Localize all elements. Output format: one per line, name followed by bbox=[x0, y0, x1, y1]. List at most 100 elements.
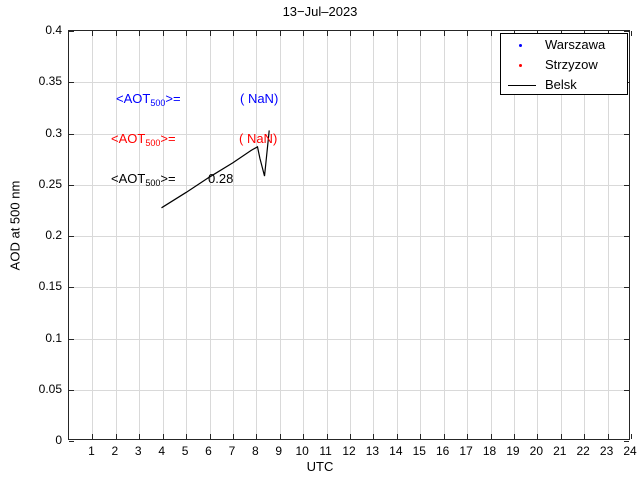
x-tick-mark bbox=[631, 434, 632, 439]
x-tick-mark bbox=[350, 434, 351, 439]
gridline-vertical bbox=[210, 31, 211, 439]
legend-item-strzyzow[interactable]: Strzyzow bbox=[501, 56, 627, 76]
y-tick-mark bbox=[624, 236, 629, 237]
annotation-suffix: >= bbox=[165, 91, 181, 106]
x-tick-mark bbox=[280, 434, 281, 439]
x-tick-mark bbox=[420, 31, 421, 36]
x-tick-mark bbox=[139, 434, 140, 439]
y-tick-mark bbox=[69, 134, 74, 135]
x-tick-mark bbox=[139, 31, 140, 36]
y-tick-label: 0.35 bbox=[38, 74, 62, 89]
gridline-horizontal bbox=[69, 287, 629, 288]
gridline-vertical bbox=[116, 31, 117, 439]
x-tick-label: 6 bbox=[205, 444, 212, 458]
gridline-vertical bbox=[514, 31, 515, 439]
x-tick-mark bbox=[186, 434, 187, 439]
x-tick-mark bbox=[373, 434, 374, 439]
gridline-vertical bbox=[467, 31, 468, 439]
x-tick-label: 1 bbox=[88, 444, 95, 458]
y-tick-mark bbox=[624, 339, 629, 340]
annotation-prefix: <AOT bbox=[111, 171, 146, 186]
x-tick-mark bbox=[233, 434, 234, 439]
annotation-strzyzow-value: ( NaN) bbox=[239, 131, 278, 146]
gridline-horizontal bbox=[69, 236, 629, 237]
x-tick-label: 18 bbox=[482, 444, 497, 458]
y-tick-mark bbox=[69, 185, 74, 186]
annotation-prefix: <AOT bbox=[111, 131, 146, 146]
gridline-horizontal bbox=[69, 134, 629, 135]
y-tick-label: 0.15 bbox=[38, 279, 62, 294]
x-tick-label: 22 bbox=[576, 444, 590, 458]
x-tick-label: 23 bbox=[599, 444, 614, 458]
annotation-subscript: 500 bbox=[145, 138, 161, 148]
gridline-vertical bbox=[186, 31, 187, 439]
x-tick-mark bbox=[608, 434, 609, 439]
legend-label: Strzyzow bbox=[545, 57, 598, 72]
y-tick-mark bbox=[69, 287, 74, 288]
annotation-suffix: >= bbox=[160, 171, 176, 186]
legend-dot-icon bbox=[519, 64, 522, 67]
gridline-vertical bbox=[233, 31, 234, 439]
legend-item-warszawa[interactable]: Warszawa bbox=[501, 36, 627, 56]
x-tick-mark bbox=[233, 31, 234, 36]
x-tick-mark bbox=[350, 31, 351, 36]
gridline-vertical bbox=[280, 31, 281, 439]
gridline-vertical bbox=[537, 31, 538, 439]
x-tick-mark bbox=[491, 31, 492, 36]
x-tick-label: 8 bbox=[251, 444, 259, 458]
x-tick-mark bbox=[397, 31, 398, 36]
y-tick-label: 0.2 bbox=[45, 228, 62, 242]
gridline-vertical bbox=[350, 31, 351, 439]
x-tick-label: 16 bbox=[435, 444, 450, 458]
gridline-vertical bbox=[92, 31, 93, 439]
y-tick-label: 0.25 bbox=[38, 176, 62, 191]
gridline-horizontal bbox=[69, 390, 629, 391]
gridline-vertical bbox=[303, 31, 304, 439]
x-tick-label: 19 bbox=[506, 444, 520, 458]
x-tick-mark bbox=[561, 434, 562, 439]
y-tick-label: 0.4 bbox=[45, 23, 62, 37]
x-tick-mark bbox=[256, 31, 257, 36]
x-tick-mark bbox=[163, 434, 164, 439]
legend-dot-icon bbox=[519, 44, 522, 47]
x-axis-tick-labels: 1 2 3 4 5 6 7 8 9 10 11 12 13 14 15 16 17 18 19 20 21 22 23 24 bbox=[68, 444, 637, 462]
x-tick-mark bbox=[514, 434, 515, 439]
x-tick-mark bbox=[92, 434, 93, 439]
x-tick-mark bbox=[92, 31, 93, 36]
annotation-warszawa-mean: <AOT500>= bbox=[116, 91, 181, 108]
y-tick-mark bbox=[69, 390, 74, 391]
x-tick-mark bbox=[373, 31, 374, 36]
plot-area: <AOT500>= ( NaN) <AOT500>= ( NaN) <AOT50… bbox=[68, 30, 632, 442]
x-tick-mark bbox=[467, 31, 468, 36]
x-tick-mark bbox=[444, 31, 445, 36]
y-tick-mark bbox=[69, 82, 74, 83]
x-tick-mark bbox=[116, 31, 117, 36]
x-tick-mark bbox=[116, 434, 117, 439]
x-tick-label: 2 bbox=[111, 444, 119, 458]
x-tick-mark bbox=[584, 434, 585, 439]
gridline-vertical bbox=[420, 31, 421, 439]
x-tick-mark bbox=[491, 434, 492, 439]
gridline-horizontal bbox=[69, 82, 629, 83]
gridline-vertical bbox=[397, 31, 398, 439]
series-belsk-line bbox=[161, 130, 270, 209]
gridline-vertical bbox=[373, 31, 374, 439]
y-tick-mark bbox=[624, 185, 629, 186]
annotation-suffix: >= bbox=[160, 131, 176, 146]
gridline-vertical bbox=[139, 31, 140, 439]
gridline-vertical bbox=[491, 31, 492, 439]
y-tick-mark bbox=[624, 390, 629, 391]
x-tick-label: 3 bbox=[134, 444, 142, 458]
x-tick-mark bbox=[537, 434, 538, 439]
gridline-vertical bbox=[327, 31, 328, 439]
annotation-warszawa-value: ( NaN) bbox=[240, 91, 279, 106]
y-tick-mark bbox=[69, 339, 74, 340]
legend-item-belsk[interactable]: Belsk bbox=[501, 76, 627, 96]
x-tick-mark bbox=[303, 434, 304, 439]
x-tick-mark bbox=[163, 31, 164, 36]
x-tick-label: 15 bbox=[412, 444, 426, 458]
annotation-subscript: 500 bbox=[145, 178, 161, 188]
y-tick-mark bbox=[69, 31, 74, 32]
y-tick-mark bbox=[69, 441, 74, 442]
